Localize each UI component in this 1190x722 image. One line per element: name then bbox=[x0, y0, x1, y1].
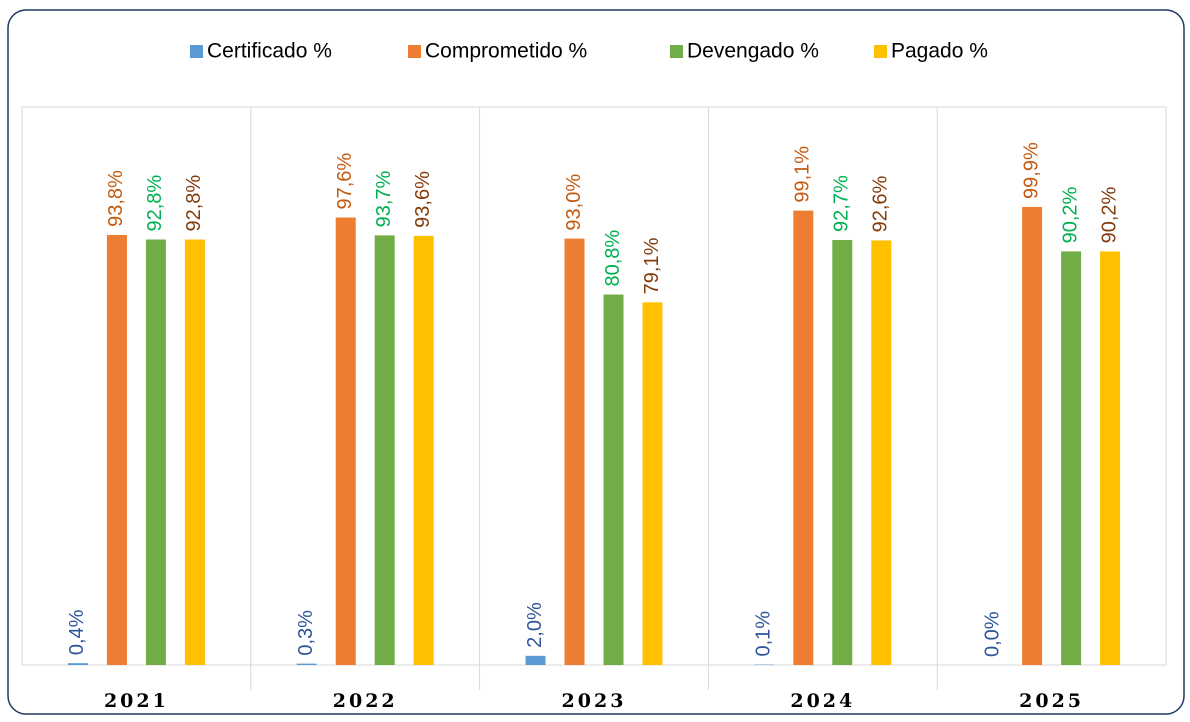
bar bbox=[525, 655, 546, 665]
legend-label: Comprometido % bbox=[425, 40, 587, 63]
data-label: 99,9% bbox=[1020, 142, 1042, 199]
bar bbox=[642, 302, 663, 665]
bar bbox=[1100, 251, 1121, 666]
bar bbox=[832, 239, 853, 665]
bar bbox=[374, 235, 395, 665]
x-tick-label: 2023 bbox=[562, 690, 627, 712]
data-label: 93,8% bbox=[105, 170, 127, 227]
data-label: 93,7% bbox=[373, 170, 395, 227]
bar bbox=[413, 235, 434, 665]
legend-swatch bbox=[670, 45, 683, 58]
data-label: 93,0% bbox=[563, 174, 585, 231]
bar bbox=[793, 210, 814, 665]
bar bbox=[145, 239, 166, 665]
data-label: 92,8% bbox=[183, 175, 205, 232]
data-label: 0,3% bbox=[295, 610, 317, 656]
bar bbox=[335, 217, 356, 665]
legend-label: Pagado % bbox=[891, 40, 988, 63]
data-label: 92,6% bbox=[870, 176, 892, 233]
legend-label: Certificado % bbox=[207, 40, 332, 63]
bar bbox=[603, 294, 624, 665]
data-label: 2,0% bbox=[524, 602, 546, 648]
legend-swatch bbox=[874, 45, 887, 58]
bar bbox=[871, 240, 892, 665]
data-label: 97,6% bbox=[334, 153, 356, 210]
x-tick-label: 2022 bbox=[333, 690, 398, 712]
x-tick-label: 2025 bbox=[1019, 690, 1084, 712]
data-label: 0,0% bbox=[981, 611, 1003, 657]
bar bbox=[67, 663, 88, 665]
data-label: 79,1% bbox=[641, 237, 663, 294]
data-label: 0,4% bbox=[66, 609, 88, 655]
data-label: 0,1% bbox=[753, 611, 775, 657]
x-tick-label: 2024 bbox=[790, 690, 855, 712]
data-label: 99,1% bbox=[792, 146, 814, 203]
data-label: 90,2% bbox=[1098, 187, 1120, 244]
data-label: 93,6% bbox=[412, 171, 434, 228]
bar bbox=[106, 234, 127, 665]
bar bbox=[564, 238, 585, 665]
chart-frame bbox=[7, 9, 1185, 715]
legend-swatch bbox=[408, 45, 421, 58]
legend-label: Devengado % bbox=[687, 40, 819, 63]
x-tick-label: 2021 bbox=[104, 690, 169, 712]
bar bbox=[1022, 206, 1043, 665]
data-label: 92,7% bbox=[831, 175, 853, 232]
bar bbox=[1061, 251, 1082, 666]
bar bbox=[184, 239, 205, 665]
data-label: 92,8% bbox=[144, 175, 166, 232]
data-label: 80,8% bbox=[602, 230, 624, 287]
data-label: 90,2% bbox=[1059, 187, 1081, 244]
bar bbox=[296, 663, 317, 665]
legend-swatch bbox=[190, 45, 203, 58]
